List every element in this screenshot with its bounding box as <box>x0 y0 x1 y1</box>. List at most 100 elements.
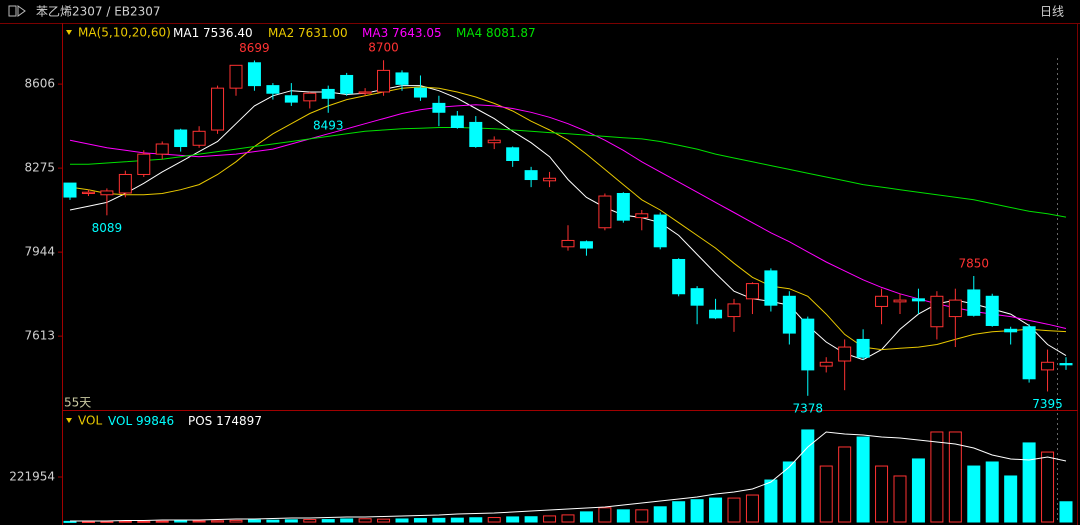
legend-value: 7643.05 <box>392 26 442 40</box>
volume-bar <box>358 518 372 523</box>
candle-body <box>690 288 704 306</box>
period-label[interactable]: 日线 <box>1040 5 1064 19</box>
candle-body <box>635 213 649 219</box>
legend-name: MA1 <box>173 26 199 40</box>
candle-body <box>63 182 77 198</box>
legend-value: 174897 <box>216 414 262 428</box>
candle-body <box>727 303 741 318</box>
volume-bar <box>930 431 944 523</box>
volume-bar <box>469 517 483 523</box>
extreme-label: 8699 <box>239 41 270 55</box>
y-tick-label: 7613 <box>24 329 55 343</box>
panel-marker <box>66 418 72 423</box>
volume-bar <box>524 516 538 523</box>
candle-body <box>321 88 335 99</box>
candle-body <box>561 239 575 248</box>
volume-bar <box>413 518 427 523</box>
candle-body <box>985 295 999 326</box>
candle-body <box>358 91 372 94</box>
y-tick-label: 8606 <box>24 77 55 91</box>
volume-bar <box>616 509 630 523</box>
extreme-label: 8493 <box>313 118 344 132</box>
candle-body <box>192 130 206 146</box>
legend-name: MA3 <box>362 26 388 40</box>
candle-body <box>653 214 667 248</box>
volume-bar <box>284 519 298 523</box>
legend-entry: MA4 8081.87 <box>456 26 536 40</box>
candle-body <box>709 309 723 319</box>
volume-bar <box>561 514 575 523</box>
candle-body <box>911 298 925 302</box>
icon-box <box>8 5 17 17</box>
price-legend: MA1 7536.40 MA2 7631.00 MA3 7643.05 MA4 808… <box>173 26 536 40</box>
legend-name: MA4 <box>456 26 482 40</box>
candle-body <box>838 346 852 362</box>
candle-body <box>948 299 962 318</box>
extreme-label: 7850 <box>959 256 990 270</box>
toolbar-icon[interactable] <box>8 5 26 17</box>
candle-body <box>377 69 391 93</box>
symbol-title: 苯乙烯2307 / EB2307 <box>36 5 161 19</box>
ma-line <box>70 127 1067 218</box>
volume-bar <box>579 511 593 523</box>
candle-body <box>229 64 243 89</box>
legend-name: VOL <box>108 414 132 428</box>
legend-entry: MA3 7643.05 <box>362 26 442 40</box>
candle-body <box>801 318 815 371</box>
candle-body <box>930 295 944 328</box>
volume-bar <box>819 465 833 523</box>
candle-body <box>782 295 796 334</box>
legend-value: 7536.40 <box>203 26 253 40</box>
candle-body <box>450 115 464 128</box>
legend-value: 99846 <box>136 414 174 428</box>
legend-entry: POS 174897 <box>188 414 262 428</box>
volume-bar <box>303 519 317 523</box>
volume-bar <box>321 519 335 523</box>
volume-bar <box>727 497 741 523</box>
candle-body <box>469 121 483 148</box>
volume-bar <box>155 520 169 523</box>
volume-legend: VOL 99846 POS 174897 <box>108 414 262 428</box>
candle-body <box>100 190 114 196</box>
volume-bar <box>1041 451 1055 523</box>
candle-body <box>155 143 169 155</box>
volume-bar <box>967 465 981 523</box>
candle-body <box>598 195 612 229</box>
candle-body <box>875 295 889 307</box>
y-tick-label: 8275 <box>24 161 55 175</box>
volume-bar <box>838 446 852 523</box>
candle-body <box>1059 363 1073 366</box>
volume-bar <box>801 429 815 523</box>
candle-body <box>543 177 557 182</box>
volume-bar <box>266 519 280 523</box>
icon-arrow <box>17 5 26 17</box>
volume-bar <box>745 494 759 523</box>
candle-body <box>432 102 446 113</box>
volume-bar <box>395 518 409 523</box>
volume-bar <box>450 517 464 523</box>
candle-body <box>672 258 686 295</box>
candle-body <box>967 289 981 316</box>
volume-bar <box>377 518 391 523</box>
volume-bar <box>985 461 999 523</box>
volume-bar <box>690 499 704 523</box>
volume-bar <box>100 520 114 523</box>
candle-body <box>118 173 132 194</box>
volume-bar <box>948 431 962 523</box>
legend-name: MA2 <box>268 26 294 40</box>
candle-body <box>247 62 261 87</box>
candle-body <box>1041 361 1055 371</box>
candle-body <box>303 92 317 102</box>
legend-value: 7631.00 <box>298 26 348 40</box>
candle-body <box>395 72 409 85</box>
legend-entry: MA1 7536.40 <box>173 26 253 40</box>
volume-bar <box>247 519 261 523</box>
candle-body <box>81 191 95 194</box>
candle-body <box>745 283 759 300</box>
candle-body <box>284 95 298 103</box>
volume-bar <box>229 519 243 523</box>
ma-line <box>69 85 1067 361</box>
legend-entry: VOL 99846 <box>108 414 174 428</box>
